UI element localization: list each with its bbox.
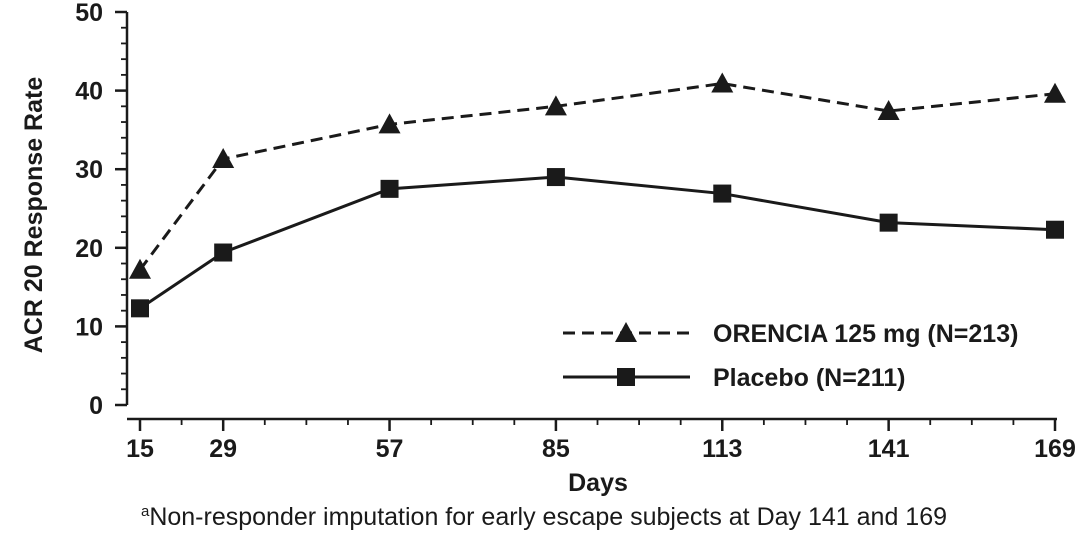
orencia-data-point (544, 95, 567, 116)
x-tick-label: 57 (376, 435, 404, 463)
x-axis: 15 29 57 85 113 141 169 (126, 417, 1076, 463)
y-tick-label: 50 (75, 0, 103, 27)
placebo-legend-marker (617, 368, 635, 386)
orencia-data-point (212, 147, 235, 168)
x-tick-label: 113 (702, 435, 742, 463)
placebo-data-point (713, 184, 732, 203)
orencia-series-line (138, 82, 1056, 271)
y-tick-label: 30 (75, 156, 103, 184)
chart: 0 10 20 30 40 50 15 29 57 85 113 141 169 ACR 20 Res… (20, 0, 1076, 497)
x-axis-title: Days (568, 469, 628, 497)
orencia-data-point (711, 72, 734, 93)
placebo-data-point (131, 299, 149, 318)
orencia-legend-label: ORENCIA 125 mg (N=213) (713, 320, 1018, 348)
placebo-legend-label: Placebo (N=211) (713, 364, 905, 392)
placebo-data-point (546, 168, 565, 187)
data-series (129, 72, 1066, 318)
y-tick-label: 0 (89, 392, 103, 420)
y-axis: 0 10 20 30 40 50 (75, 0, 129, 420)
footnote: aNon-responder imputation for early esca… (0, 503, 1088, 532)
orencia-legend-marker (615, 322, 637, 342)
placebo-data-point (879, 213, 898, 232)
x-tick-label: 169 (1034, 435, 1076, 463)
y-tick-label: 10 (75, 313, 103, 341)
orencia-data-point (129, 258, 151, 279)
placebo-data-point (1046, 220, 1064, 239)
footnote-text: Non-responder imputation for early escap… (149, 503, 948, 531)
x-tick-label: 29 (209, 435, 237, 463)
footnote-marker: a (140, 503, 150, 520)
orencia-data-point (1044, 82, 1066, 103)
placebo-data-point (214, 243, 233, 262)
placebo-data-point (380, 179, 399, 198)
x-tick-label: 85 (542, 435, 570, 463)
orencia-data-point (877, 100, 900, 121)
y-axis-title: ACR 20 Response Rate (20, 77, 48, 354)
y-tick-label: 40 (75, 78, 103, 106)
x-tick-label: 141 (868, 435, 910, 463)
orencia-data-point (378, 113, 401, 134)
placebo-series-line (139, 175, 1056, 310)
y-tick-label: 20 (75, 235, 103, 263)
legend: ORENCIA 125 mg (N=213) Placebo (N=211) (563, 320, 1018, 392)
x-tick-label: 15 (126, 435, 154, 463)
